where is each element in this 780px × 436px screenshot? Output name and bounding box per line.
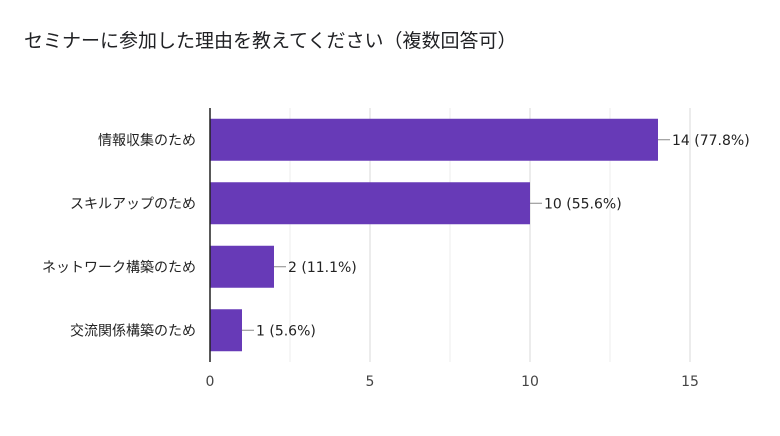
category-label: ネットワーク構築のため [42, 260, 196, 276]
bar [210, 182, 530, 225]
bars [210, 118, 658, 352]
bar [210, 245, 274, 288]
category-label: 情報収集のため [98, 132, 196, 149]
bar [210, 118, 658, 161]
x-tick-label: 5 [366, 374, 375, 390]
data-label: 2 (11.1%) [288, 260, 357, 276]
labels: 0 5 10 15 情報収集のため 14 (77.8%) スキルアップのため 10 (55.6… [42, 132, 750, 390]
x-tick-label: 10 [521, 374, 539, 390]
chart-title: セミナーに参加した理由を教えてください（複数回答可） [24, 30, 517, 52]
category-label: 交流関係構築のため [70, 322, 196, 339]
x-tick-label: 0 [206, 374, 215, 390]
category-label: スキルアップのため [70, 196, 196, 212]
data-label: 14 (77.8%) [672, 133, 750, 149]
data-label: 1 (5.6%) [256, 323, 316, 339]
bar [210, 309, 242, 352]
x-tick-label: 15 [681, 374, 699, 390]
data-label: 10 (55.6%) [544, 196, 622, 212]
grid-lines [289, 108, 691, 362]
